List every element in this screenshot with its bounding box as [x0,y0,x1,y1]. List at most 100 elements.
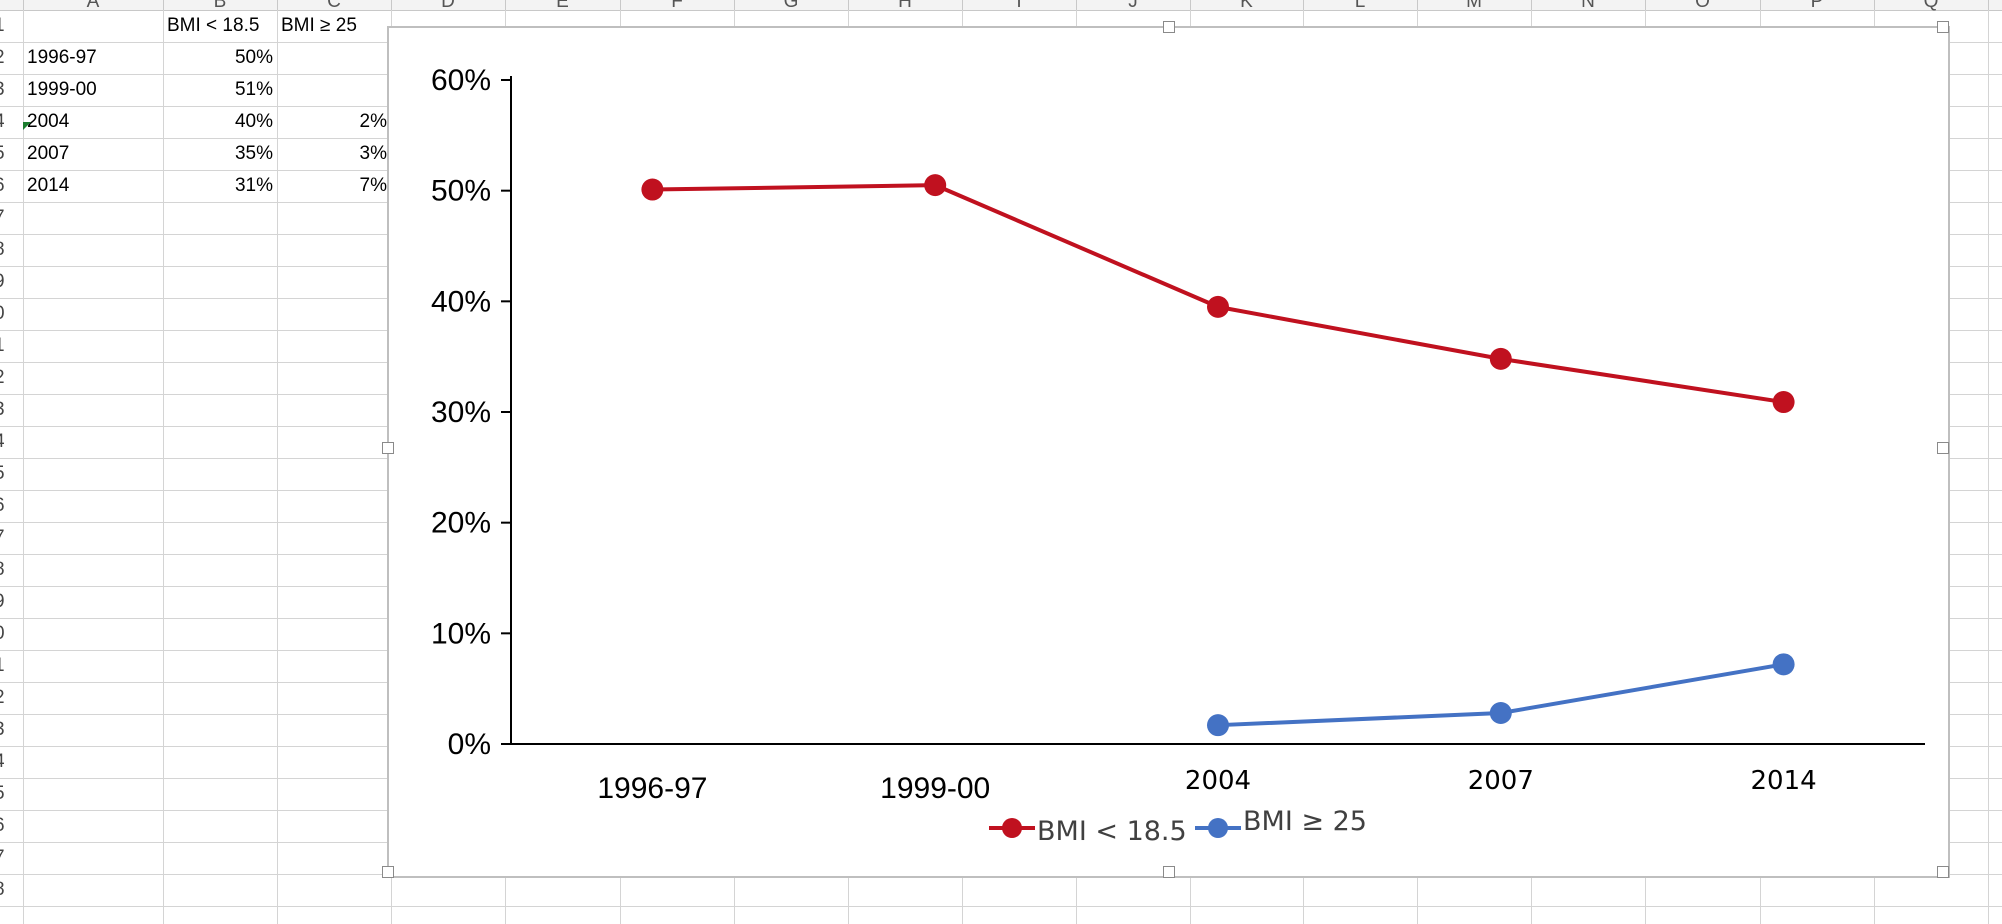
grid-column-line [163,10,164,924]
cell-b2[interactable]: 50% [234,47,273,68]
cell-c1[interactable]: BMI ≥ 25 [281,15,357,36]
series-line-1 [652,183,1784,405]
column-header-c[interactable]: C [327,0,341,12]
line-chart[interactable]: 0% 10% 20% 30% 40% 50% 60% 1996-97 1999-00 2004 20… [389,28,1948,876]
y-tick-label: 10% [431,617,491,650]
column-header-n[interactable]: N [1581,0,1595,12]
row-header[interactable]: 7 [0,842,14,874]
legend-label-1: BMI < 18.5 [1037,816,1187,847]
row-header[interactable]: 7 [0,522,14,554]
column-header-separator [962,0,963,10]
row-header[interactable]: 4 [0,426,14,458]
column-header-separator [1190,0,1191,10]
data-point-series-1 [1772,391,1795,414]
row-header[interactable]: 8 [0,234,14,266]
resize-handle-bottom-right[interactable] [1937,866,1949,878]
cell-c6[interactable]: 7% [359,175,387,196]
chart-object[interactable]: 0% 10% 20% 30% 40% 50% 60% 1996-97 1999-00 2004 20… [382,21,1950,878]
column-header-e[interactable]: E [556,0,569,12]
row-header[interactable]: 1 [0,10,14,42]
cell-b6[interactable]: 31% [234,175,273,196]
x-tick-label: 1999-00 [880,772,990,805]
row-header[interactable]: 3 [0,394,14,426]
row-header[interactable]: 9 [0,266,14,298]
row-header[interactable]: 7 [0,202,14,234]
cell-b1[interactable]: BMI < 18.5 [167,15,260,36]
row-header[interactable]: 1 [0,650,14,682]
row-header[interactable]: 0 [0,618,14,650]
resize-handle-right[interactable] [1937,442,1949,454]
column-header-a[interactable]: A [86,0,100,12]
y-tick-label: 20% [431,507,491,540]
column-header-bar [0,0,2002,11]
row-header[interactable]: 0 [0,298,14,330]
cell-b5[interactable]: 35% [234,143,273,164]
cell-c4[interactable]: 2% [359,111,387,132]
row-header[interactable]: 1 [0,330,14,362]
row-header[interactable]: 4 [0,746,14,778]
data-point-series-2 [1207,714,1229,737]
resize-handle-top[interactable] [1163,21,1175,33]
column-header-h[interactable]: H [898,0,912,12]
column-header-d[interactable]: D [441,0,455,12]
cell-a6[interactable]: 2014 [27,175,70,196]
column-header-separator [848,0,849,10]
cell-a2[interactable]: 1996-97 [27,47,97,68]
row-header[interactable]: 6 [0,810,14,842]
y-tick-label: 0% [448,728,491,761]
cell-c5[interactable]: 3% [359,143,387,164]
column-header-l[interactable]: L [1354,0,1366,12]
row-header[interactable]: 6 [0,170,14,202]
column-header-g[interactable]: G [783,0,799,12]
x-tick-label: 2007 [1468,766,1534,796]
resize-handle-top-right[interactable] [1937,21,1949,33]
resize-handle-bottom-left[interactable] [382,866,394,878]
row-header[interactable]: 5 [0,778,14,810]
column-header-f[interactable]: F [671,0,683,12]
row-header[interactable]: 2 [0,42,14,74]
column-header-j[interactable]: J [1128,0,1138,12]
cell-a5[interactable]: 2007 [27,143,70,164]
row-header[interactable]: 2 [0,362,14,394]
y-tick-label: 60% [431,64,491,97]
row-header[interactable]: 5 [0,458,14,490]
column-header-separator [163,0,164,10]
row-header[interactable]: 8 [0,554,14,586]
row-header[interactable]: 3 [0,714,14,746]
cell-b3[interactable]: 51% [234,79,273,100]
column-header-separator [277,0,278,10]
column-header-separator [1760,0,1761,10]
column-header-p[interactable]: P [1810,0,1824,12]
row-header[interactable]: 3 [0,74,14,106]
data-point-series-2 [1489,702,1512,725]
y-tick-label: 30% [431,396,491,429]
column-header-separator [1645,0,1646,10]
resize-handle-bottom[interactable] [1163,866,1175,878]
grid-column-line [1988,10,1989,924]
legend-label-2: BMI ≥ 25 [1243,806,1367,837]
column-header-o[interactable]: O [1695,0,1710,12]
grid-column-line [23,10,24,924]
row-header[interactable]: 8 [0,874,14,906]
column-header-m[interactable]: M [1466,0,1482,12]
data-point-series-1 [924,174,947,197]
resize-handle-left[interactable] [382,442,394,454]
row-header[interactable]: 2 [0,682,14,714]
column-header-separator [620,0,621,10]
column-header-separator [1303,0,1304,10]
row-header[interactable]: 9 [0,586,14,618]
row-header[interactable]: 4 [0,106,14,138]
row-header[interactable]: 5 [0,138,14,170]
row-header[interactable]: 6 [0,490,14,522]
cell-a3[interactable]: 1999-00 [27,79,97,100]
data-point-series-2 [1772,653,1795,676]
column-header-separator [734,0,735,10]
column-header-q[interactable]: Q [1923,0,1939,12]
column-header-separator [1531,0,1532,10]
data-point-series-1 [1489,347,1512,370]
column-header-i[interactable]: I [1016,0,1022,12]
cell-b4[interactable]: 40% [234,111,273,132]
column-header-k[interactable]: K [1240,0,1253,12]
cell-a4[interactable]: 2004 [27,111,70,132]
column-header-b[interactable]: B [213,0,227,12]
